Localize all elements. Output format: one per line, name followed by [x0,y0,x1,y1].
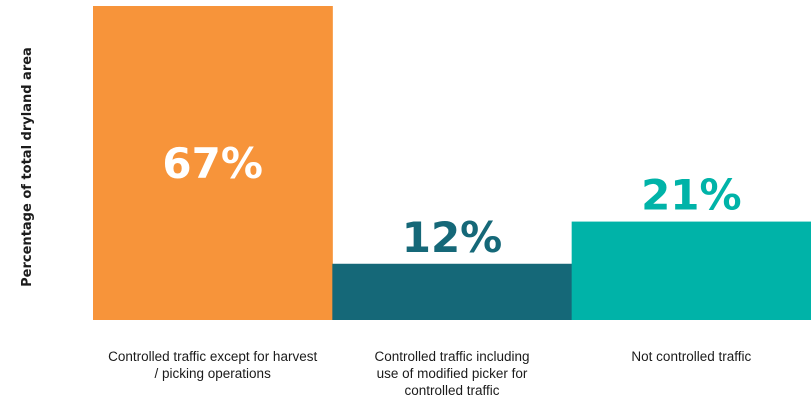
data-label-1: 67% [162,139,263,188]
category-label-3: Not controlled traffic [631,349,751,364]
category-label-line: / picking operations [155,366,272,381]
category-label-1: Controlled traffic except for harvest / p… [108,349,317,381]
bars [93,6,811,320]
bar-3 [571,221,811,320]
category-label-line: Not controlled traffic [631,349,751,364]
data-label-3: 21% [641,171,742,220]
category-label-2: Controlled traffic including use of modif… [374,349,529,398]
category-label-line: controlled traffic [404,383,499,398]
data-label-2: 12% [402,213,503,262]
category-label-line: Controlled traffic except for harvest [108,349,317,364]
category-labels: Controlled traffic except for harvest / p… [108,349,751,398]
category-label-line: use of modified picker for [377,366,528,381]
y-axis-label: Percentage of total dryland area [20,47,35,287]
category-label-line: Controlled traffic including [374,349,529,364]
data-labels: 67% 12% 21% [162,139,741,262]
bar-2 [332,263,573,320]
bar-1 [93,6,333,320]
